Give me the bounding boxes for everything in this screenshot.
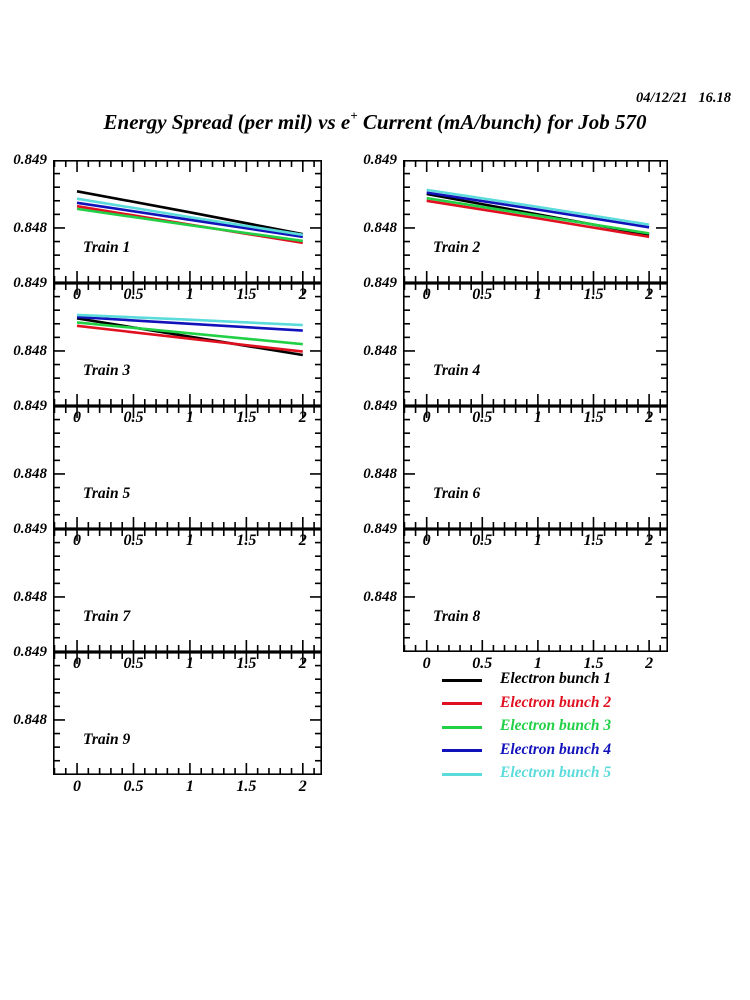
legend-label: Electron bunch 1 <box>500 670 612 687</box>
y-axis-label: 0.848 <box>363 219 397 236</box>
y-axis-label: 0.849 <box>363 152 397 168</box>
y-axis-label: 0.848 <box>13 588 47 605</box>
y-axis-label: 0.848 <box>363 342 397 359</box>
chart-title-text: Energy Spread (per mil) vs e <box>103 110 351 134</box>
data-line-electron-bunch-4 <box>76 201 303 239</box>
panel-frame <box>53 283 322 406</box>
panel-frame <box>403 160 668 283</box>
y-axis-label: 0.848 <box>363 465 397 482</box>
y-axis-label: 0.848 <box>13 342 47 359</box>
panel-frame <box>53 160 322 283</box>
y-axis-label: 0.849 <box>363 521 397 537</box>
panel-train-3 <box>53 283 322 406</box>
data-line-electron-bunch-5 <box>426 188 650 226</box>
data-line-electron-bunch-2 <box>76 324 303 353</box>
legend-label: Electron bunch 5 <box>500 764 612 781</box>
panel-frame <box>53 406 322 529</box>
panel-frame <box>403 406 668 529</box>
data-line-electron-bunch-5 <box>76 197 304 237</box>
x-axis-label: 0 <box>422 655 431 672</box>
y-axis-label: 0.848 <box>13 711 47 728</box>
train-label: Train 9 <box>83 731 131 748</box>
data-line-electron-bunch-2 <box>426 199 650 239</box>
panel-train-6 <box>403 406 668 529</box>
y-axis-label: 0.849 <box>363 398 397 414</box>
x-axis-label: 0.5 <box>472 655 493 672</box>
train-label: Train 6 <box>433 485 481 502</box>
legend-label: Electron bunch 4 <box>500 740 612 758</box>
legend-label: Electron bunch 3 <box>500 717 612 734</box>
x-axis-label: 1 <box>185 778 194 795</box>
x-axis-label: 0 <box>73 778 82 795</box>
y-axis-label: 0.849 <box>13 152 47 168</box>
chart-title-superscript: + <box>350 108 358 123</box>
panel-frame <box>403 529 668 652</box>
panel-train-1 <box>53 160 322 283</box>
data-line-electron-bunch-5 <box>76 313 303 327</box>
panel-train-9 <box>53 652 322 775</box>
train-label: Train 3 <box>83 362 131 379</box>
y-axis-label: 0.849 <box>13 398 47 414</box>
train-label: Train 7 <box>83 608 131 625</box>
legend-line-sample <box>442 749 482 752</box>
data-line-electron-bunch-4 <box>426 191 650 229</box>
y-axis-label: 0.849 <box>13 644 47 660</box>
panel-frame <box>53 652 322 775</box>
legend-line-sample <box>442 702 482 705</box>
train-label: Train 1 <box>83 239 131 256</box>
y-axis-label: 0.849 <box>13 521 47 537</box>
y-axis-label: 0.848 <box>13 465 47 482</box>
train-label: Train 5 <box>83 485 131 502</box>
data-line-electron-bunch-3 <box>76 321 303 346</box>
train-label: Train 4 <box>433 362 481 379</box>
x-axis-label: 0.5 <box>123 778 144 795</box>
train-label: Train 8 <box>433 608 481 625</box>
x-axis-label: 2 <box>298 778 307 795</box>
chart-title-rest: Current (mA/bunch) for Job 570 <box>357 110 647 134</box>
legend-line-sample <box>442 772 482 776</box>
legend-label: Electron bunch 2 <box>500 693 612 711</box>
data-line-electron-bunch-3 <box>426 196 650 235</box>
panel-train-4 <box>403 283 668 406</box>
panel-train-7 <box>53 529 322 652</box>
panel-train-5 <box>53 406 322 529</box>
y-axis-label: 0.848 <box>13 219 47 236</box>
y-axis-label: 0.848 <box>363 588 397 605</box>
legend-line-sample <box>442 725 482 729</box>
x-axis-label: 1 <box>533 655 542 672</box>
x-axis-label: 1.5 <box>583 655 604 672</box>
panel-train-2 <box>403 160 668 283</box>
y-axis-label: 0.849 <box>13 275 47 291</box>
legend-line-sample <box>442 678 482 682</box>
chart-title: Energy Spread (per mil) vs e+ Current (m… <box>0 108 750 135</box>
panel-frame <box>403 283 668 406</box>
data-line-electron-bunch-1 <box>76 317 304 357</box>
data-line-electron-bunch-4 <box>76 315 303 332</box>
x-axis-label: 2 <box>645 655 654 672</box>
x-axis-label: 1.5 <box>236 778 257 795</box>
panel-train-8 <box>403 529 668 652</box>
panel-frame <box>53 529 322 652</box>
data-line-electron-bunch-3 <box>76 207 303 243</box>
train-label: Train 2 <box>433 239 481 256</box>
timestamp: 04/12/21 16.18 <box>635 90 731 106</box>
data-line-electron-bunch-1 <box>76 190 304 236</box>
y-axis-label: 0.849 <box>363 275 397 291</box>
